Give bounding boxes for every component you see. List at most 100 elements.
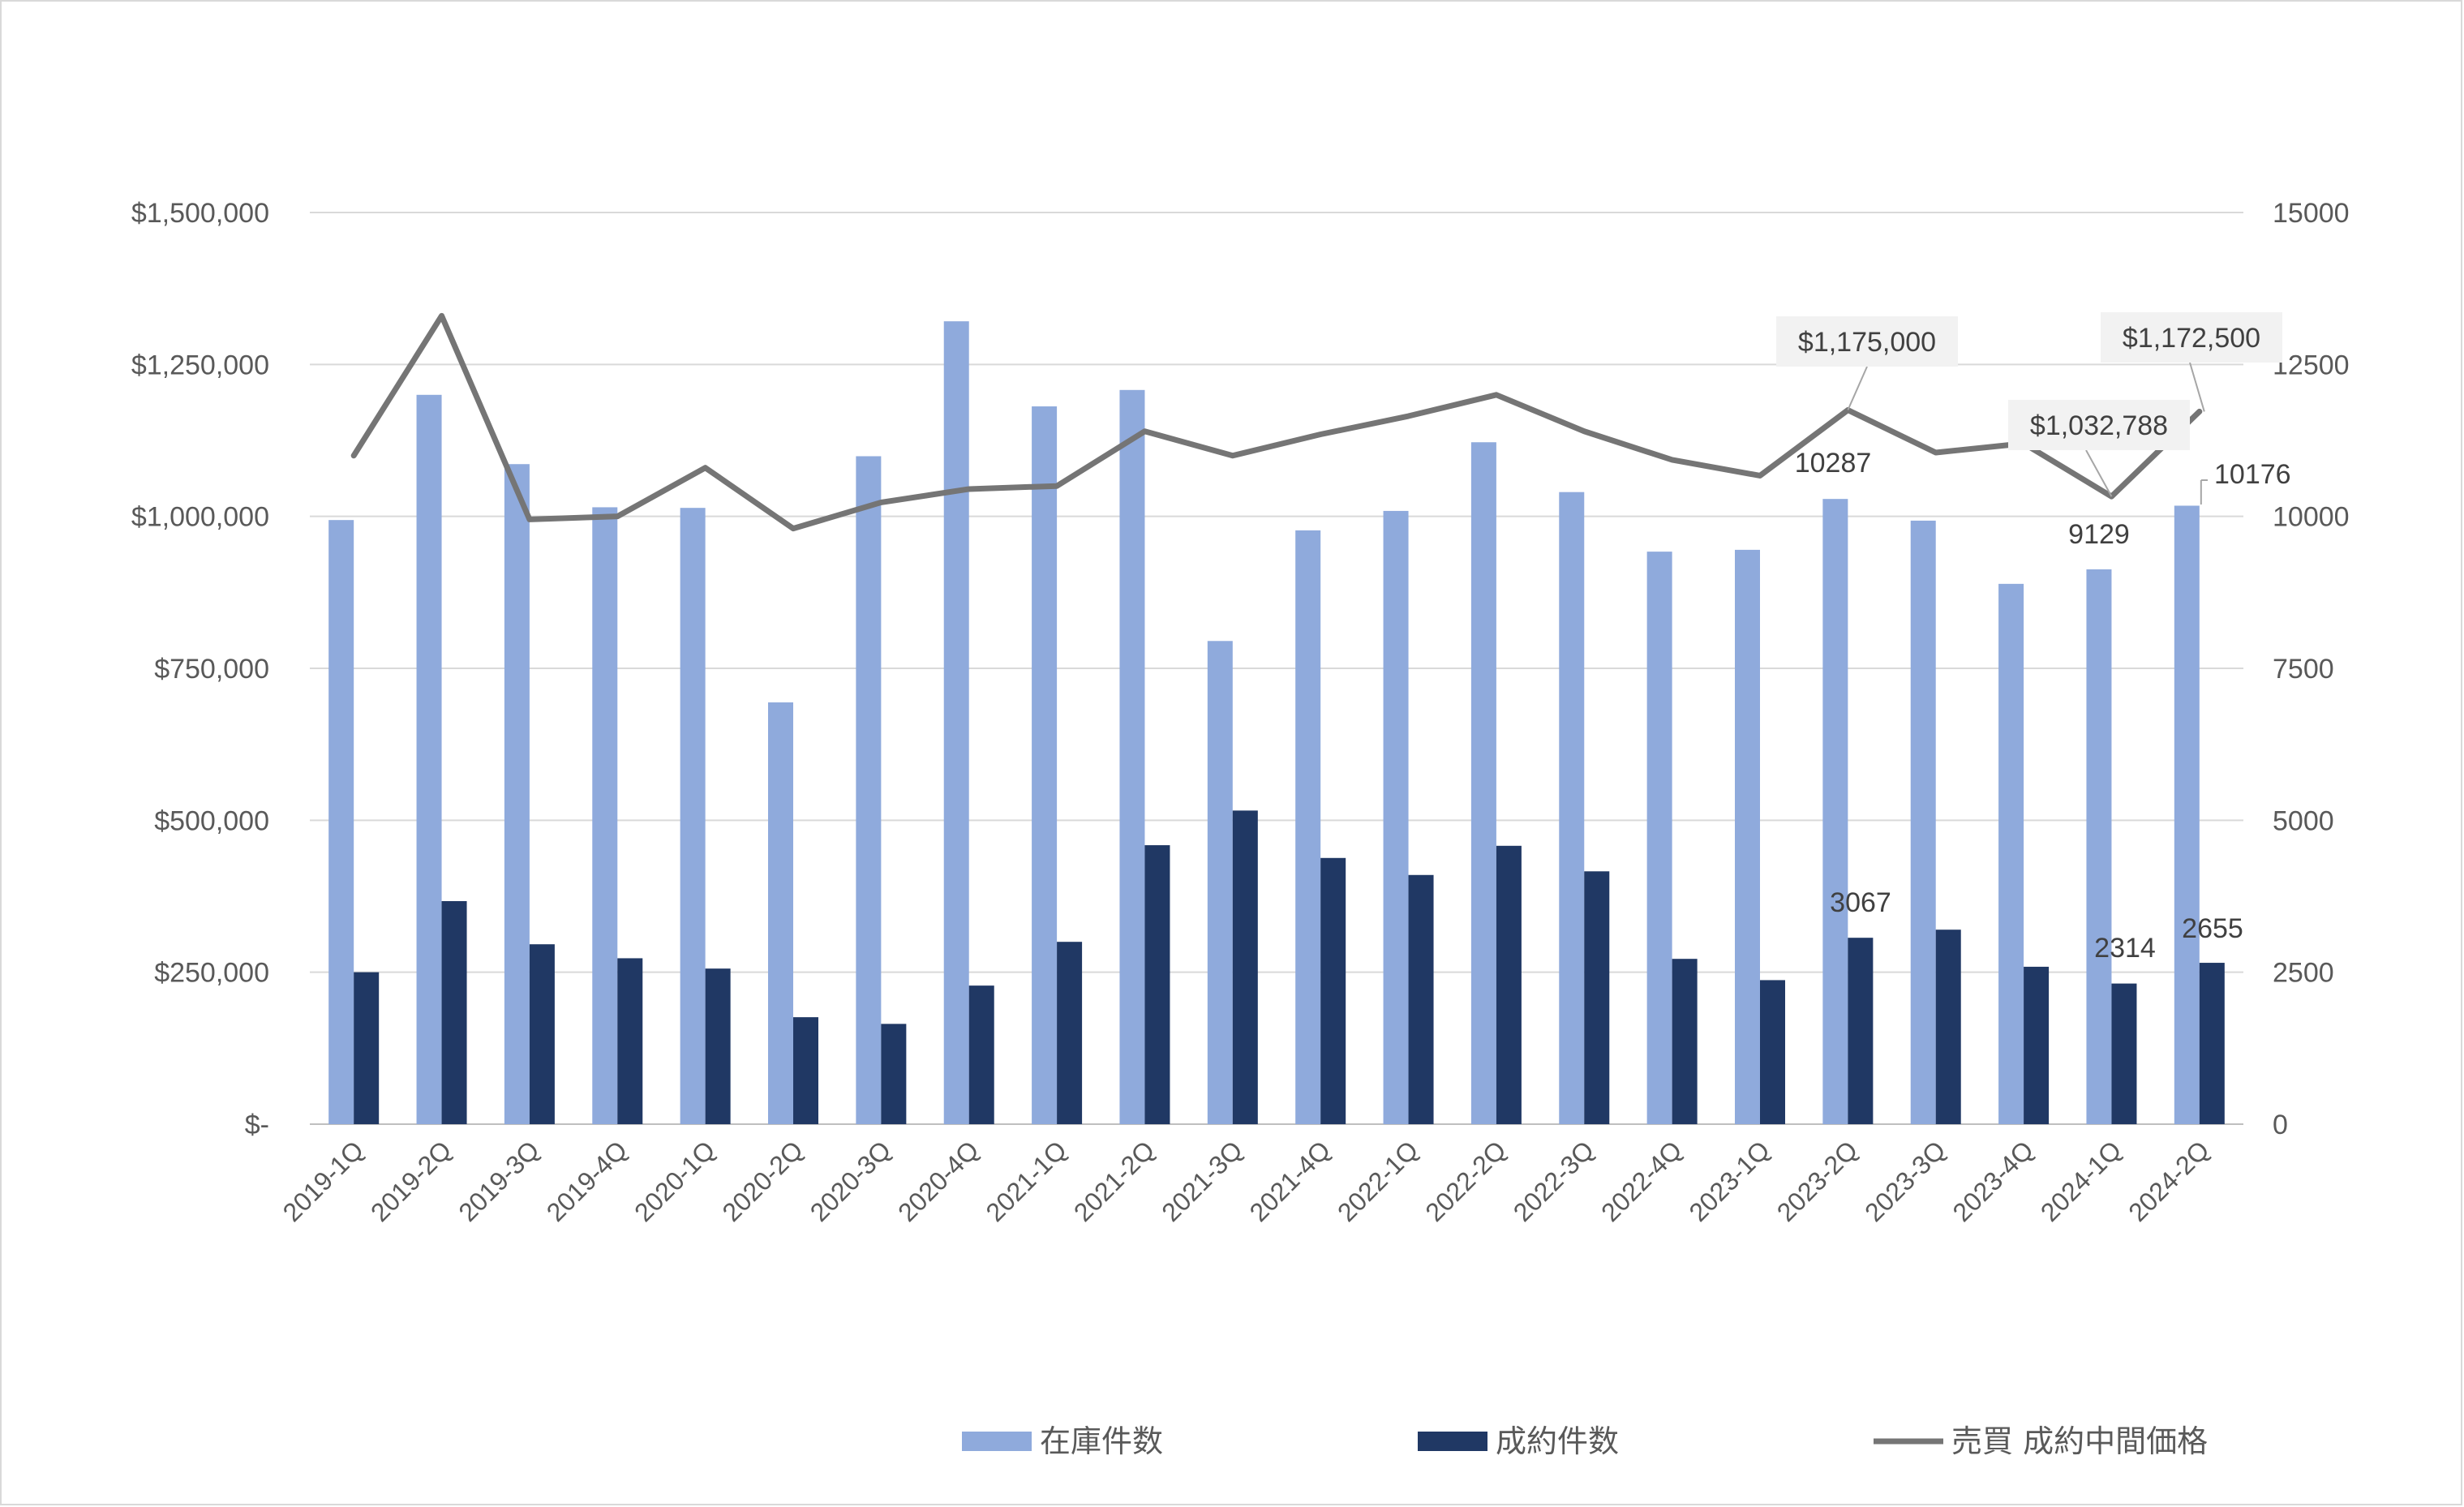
- data-label: $1,172,500: [2123, 323, 2260, 354]
- legend-inventory-swatch: [962, 1432, 1032, 1451]
- x-tick-label: 2022-4Q: [1595, 1135, 1688, 1227]
- y-left-tick-label: $1,500,000: [131, 198, 269, 229]
- bar-inventory: [416, 394, 442, 1124]
- bar-inventory: [1295, 530, 1321, 1124]
- x-tick-label: 2021-4Q: [1244, 1135, 1337, 1227]
- bar-contracts: [705, 968, 731, 1124]
- data-label: 2655: [2182, 913, 2243, 944]
- x-tick-label: 2021-3Q: [1156, 1135, 1248, 1227]
- bar-contracts: [1672, 959, 1698, 1124]
- bar-inventory: [504, 464, 530, 1124]
- data-label: $1,175,000: [1798, 327, 1936, 358]
- bar-contracts: [1057, 942, 1083, 1124]
- data-label-box: [1776, 316, 1958, 367]
- x-tick-label: 2024-1Q: [2035, 1135, 2127, 1227]
- bar-inventory: [1735, 549, 1760, 1124]
- bar-inventory: [943, 321, 969, 1124]
- data-label: 2314: [2094, 933, 2156, 964]
- x-tick-label: 2019-4Q: [541, 1135, 633, 1227]
- leader-line: [2189, 362, 2205, 412]
- data-label: 10287: [1795, 448, 1872, 479]
- bar-inventory: [1470, 442, 1496, 1124]
- bar-contracts: [1848, 938, 1874, 1124]
- bar-inventory: [1998, 583, 2024, 1124]
- y-left-tick-label: $-: [245, 1110, 269, 1140]
- x-tick-label: 2022-2Q: [1419, 1135, 1512, 1227]
- bar-contracts: [529, 944, 555, 1124]
- x-tick-label: 2024-2Q: [2123, 1135, 2215, 1227]
- y-left-tick-label: $1,250,000: [131, 350, 269, 380]
- x-tick-label: 2019-3Q: [453, 1135, 545, 1227]
- x-tick-label: 2022-3Q: [1508, 1135, 1600, 1227]
- bar-inventory: [2174, 505, 2200, 1124]
- bar-contracts: [354, 972, 380, 1124]
- data-label: 9129: [2068, 519, 2130, 550]
- y-right-tick-label: 5000: [2273, 805, 2334, 836]
- bar-inventory: [1119, 389, 1145, 1125]
- legend-contracts-swatch: [1418, 1432, 1487, 1451]
- bar-inventory: [1207, 641, 1233, 1124]
- y-right-tick-label: 7500: [2273, 654, 2334, 685]
- x-tick-label: 2020-1Q: [629, 1135, 721, 1227]
- y-left-tick-label: $250,000: [154, 958, 269, 989]
- leader-line: [1847, 366, 1868, 410]
- data-label-box: [2101, 312, 2282, 363]
- x-tick-label: 2020-4Q: [892, 1135, 985, 1227]
- data-label: 3067: [1830, 887, 1891, 918]
- x-tick-label: 2021-2Q: [1068, 1135, 1161, 1227]
- bar-series: [328, 321, 2225, 1125]
- bar-inventory: [1822, 499, 1848, 1124]
- bar-inventory: [1910, 520, 1936, 1124]
- bar-contracts: [617, 958, 643, 1124]
- bar-contracts: [441, 900, 467, 1124]
- bar-contracts: [1584, 871, 1610, 1124]
- legend-contracts-label: 成約件数: [1496, 1423, 1619, 1459]
- bar-contracts: [1496, 845, 1522, 1124]
- bar-contracts: [1232, 810, 1258, 1124]
- x-tick-label: 2022-1Q: [1332, 1135, 1424, 1227]
- data-label: 10176: [2214, 459, 2291, 490]
- x-tick-label: 2023-3Q: [1859, 1135, 1951, 1227]
- line-median-price: [350, 312, 2203, 532]
- y-left-tick-label: $750,000: [154, 654, 269, 685]
- bar-inventory: [768, 702, 793, 1124]
- bar-inventory: [1646, 552, 1672, 1124]
- legend: 在庫件数 成約件数 売買 成約中間価格: [962, 1423, 2208, 1459]
- bar-contracts: [2199, 963, 2225, 1124]
- y-right-tick-label: 10000: [2273, 502, 2350, 533]
- y-right-tick-label: 12500: [2273, 350, 2350, 380]
- bar-inventory: [1032, 406, 1058, 1124]
- legend-median-price-label: 売買 成約中間価格: [1951, 1423, 2208, 1459]
- y-right-tick-label: 15000: [2273, 198, 2350, 229]
- x-tick-label: 2020-2Q: [716, 1135, 809, 1227]
- x-tick-label: 2019-1Q: [277, 1135, 370, 1227]
- data-label: $1,032,788: [2030, 410, 2168, 441]
- bar-contracts: [2024, 966, 2050, 1124]
- bar-inventory: [2086, 569, 2112, 1124]
- bar-contracts: [1935, 930, 1961, 1124]
- bar-contracts: [1408, 874, 1434, 1124]
- x-tick-label: 2020-3Q: [805, 1135, 897, 1227]
- x-tick-label: 2023-4Q: [1947, 1135, 2040, 1227]
- bar-inventory: [856, 456, 882, 1124]
- data-label-box: [2008, 400, 2190, 450]
- y-left-tick-label: $1,000,000: [131, 502, 269, 533]
- x-tick-label: 2021-1Q: [981, 1135, 1073, 1227]
- bar-inventory: [680, 508, 706, 1124]
- bar-inventory: [328, 520, 354, 1124]
- bar-contracts: [793, 1017, 818, 1124]
- y-right-tick-label: 0: [2273, 1110, 2288, 1140]
- bar-contracts: [1760, 980, 1785, 1124]
- y-right-tick-label: 2500: [2273, 958, 2334, 989]
- line-series: [350, 312, 2203, 532]
- x-tick-label: 2019-2Q: [365, 1135, 457, 1227]
- bar-inventory: [1559, 492, 1585, 1124]
- leader-line: [2085, 449, 2113, 497]
- x-tick-label: 2023-1Q: [1683, 1135, 1775, 1227]
- legend-inventory-label: 在庫件数: [1040, 1423, 1163, 1459]
- bar-contracts: [1144, 845, 1170, 1124]
- bar-inventory: [592, 507, 618, 1124]
- x-tick-label: 2023-2Q: [1771, 1135, 1864, 1227]
- bar-contracts: [1320, 857, 1346, 1124]
